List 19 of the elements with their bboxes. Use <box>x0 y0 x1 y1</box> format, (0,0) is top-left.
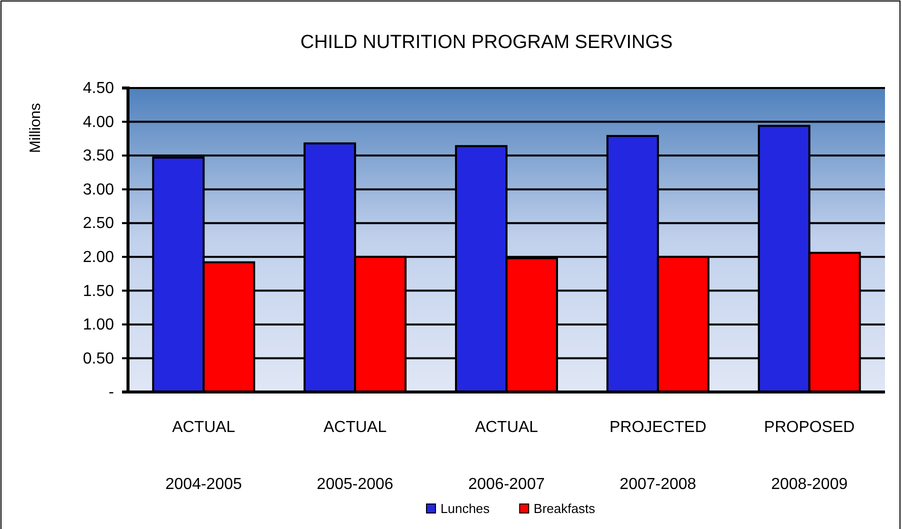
y-tick-label: 1.50 <box>82 282 114 300</box>
y-tick-label: 0.50 <box>82 350 114 368</box>
y-tick-label: 2.00 <box>82 249 114 266</box>
y-tick-label: 4.50 <box>82 80 114 98</box>
y-tick-label: - <box>108 384 114 402</box>
y-tick-label: 4.00 <box>82 114 114 131</box>
category-label: ACTUAL 2006-2007 <box>468 419 545 493</box>
category-label: ACTUAL 2004-2005 <box>165 419 242 493</box>
y-axis-title: Millions <box>27 102 44 154</box>
y-tick-label: 1.00 <box>82 316 114 334</box>
category-label: PROJECTED 2007-2008 <box>609 419 706 493</box>
legend-label: Breakfasts <box>534 501 596 516</box>
chart-title: CHILD NUTRITION PROGRAM SERVINGS <box>300 32 673 53</box>
y-tick-label: 2.50 <box>82 215 114 232</box>
category-label: ACTUAL 2005-2006 <box>316 419 394 493</box>
legend-label: Lunches <box>440 501 490 516</box>
category-label: PROPOSED 2008-2009 <box>764 419 855 493</box>
y-tick-label: 3.50 <box>82 148 114 165</box>
y-tick-label: 3.00 <box>82 181 114 198</box>
